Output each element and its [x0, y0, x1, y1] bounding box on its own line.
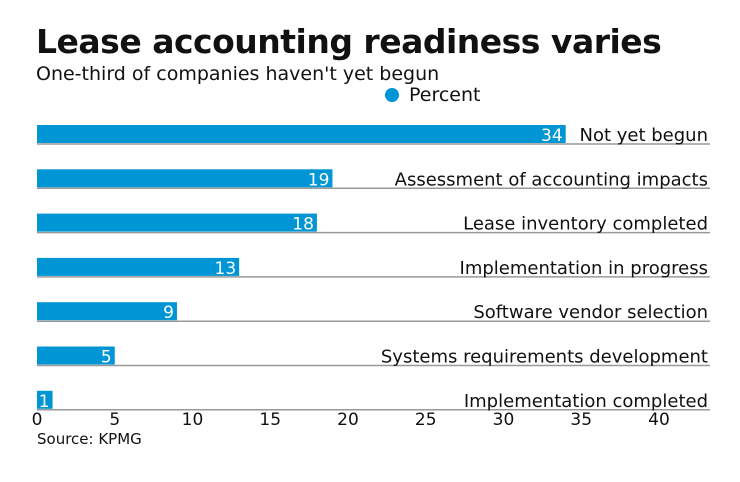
x-tick-label: 10 [182, 410, 204, 430]
legend-marker [385, 88, 399, 102]
x-tick-label: 30 [493, 410, 515, 430]
data-label: 19 [308, 170, 330, 190]
bar [37, 169, 333, 188]
x-tick-label: 35 [570, 410, 592, 430]
category-label: Lease inventory completed [463, 214, 708, 235]
bar [37, 125, 566, 143]
category-label: Software vendor selection [473, 302, 708, 323]
x-tick-label: 25 [415, 410, 437, 430]
data-label: 5 [101, 348, 112, 368]
bar [37, 346, 115, 365]
data-label: 9 [163, 303, 174, 323]
legend-label: Percent [409, 84, 481, 106]
data-label: 18 [292, 215, 314, 235]
data-label: 13 [215, 259, 237, 279]
category-label: Assessment of accounting impacts [395, 169, 708, 190]
category-label: Implementation in progress [460, 258, 708, 279]
category-label: Not yet begun [579, 125, 708, 146]
x-tick-label: 20 [337, 410, 359, 430]
x-tick-label: 15 [259, 410, 281, 430]
bar [37, 213, 317, 232]
chart-subtitle: One-third of companies haven't yet begun [36, 63, 440, 85]
x-tick-label: 0 [32, 410, 43, 430]
x-tick-label: 5 [109, 410, 120, 430]
x-tick-label: 40 [648, 410, 670, 430]
bar [37, 257, 240, 276]
bar [37, 302, 177, 321]
chart-title: Lease accounting readiness varies [36, 22, 662, 61]
category-label: Implementation completed [464, 391, 708, 412]
category-label: Systems requirements development [381, 347, 708, 368]
bar [37, 390, 53, 409]
source-note: Source: KPMG [37, 430, 142, 448]
data-label: 1 [39, 392, 50, 412]
data-label: 34 [541, 126, 563, 146]
legend: Percent [385, 84, 481, 106]
